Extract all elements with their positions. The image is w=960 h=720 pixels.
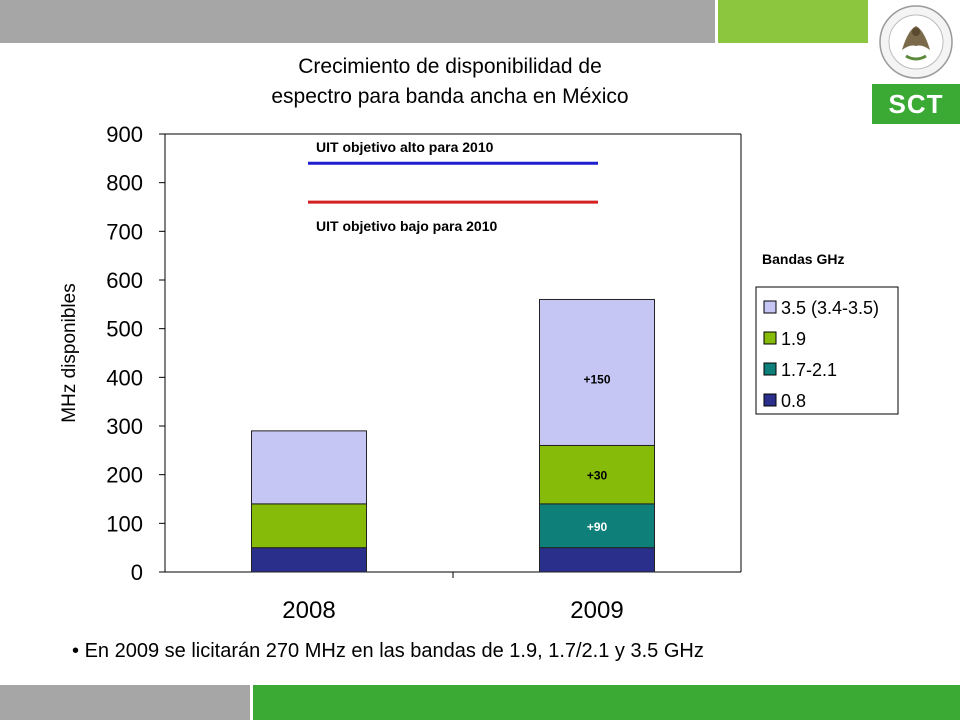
x-tick-label: 2008 [282, 597, 335, 624]
sct-logo-text: SCT [872, 84, 960, 124]
legend-swatch [763, 331, 777, 345]
bar-segment [539, 298, 655, 446]
y-tick-label: 600 [106, 268, 143, 293]
bar-data-label: +30 [587, 469, 608, 483]
y-tick-label: 900 [106, 122, 143, 147]
bottom-bar-green [253, 685, 960, 720]
y-tick-label: 700 [106, 219, 143, 244]
legend-label: 0.8 [781, 391, 806, 411]
legend-label: 1.7-2.1 [781, 360, 837, 380]
y-tick-label: 500 [106, 317, 143, 342]
bullet-note-text: En 2009 se licitarán 270 MHz en las band… [84, 640, 704, 662]
y-tick-label: 400 [106, 365, 143, 390]
legend-label: 3.5 (3.4-3.5) [781, 298, 879, 318]
legend-box [755, 286, 899, 415]
bar-segment [251, 430, 367, 505]
stacked-bar-chart: 0 100 200 300 400 500 600 700 800 900 MHz disponib… [59, 122, 899, 624]
legend-swatch [763, 393, 777, 407]
mexico-seal-icon [879, 5, 953, 79]
reference-line-label: UIT objetivo bajo para 2010 [316, 218, 497, 234]
y-tick-label: 300 [106, 414, 143, 439]
y-tick-label: 800 [106, 171, 143, 196]
y-tick-label: 100 [106, 511, 143, 536]
top-bar-gray [0, 0, 715, 43]
bar-segment [539, 547, 655, 573]
bar-segment [251, 547, 367, 573]
legend-swatch [763, 362, 777, 376]
chart-title: Crecimiento de disponibilidad de espectr… [200, 52, 700, 112]
bullet-marker: • [72, 640, 80, 662]
x-tick-label: 2009 [570, 597, 623, 624]
legend-swatch [763, 300, 777, 314]
y-tick-label: 200 [106, 463, 143, 488]
bar-data-label: +150 [583, 372, 610, 386]
bullet-note: • En 2009 se licitarán 270 MHz en las ba… [72, 640, 932, 663]
legend-title: Bandas GHz [762, 251, 844, 267]
chart-title-line-1: Crecimiento de disponibilidad de [298, 55, 602, 78]
reference-line-label: UIT objetivo alto para 2010 [316, 139, 494, 155]
chart-title-line-2: espectro para banda ancha en México [271, 85, 629, 108]
legend-label: 1.9 [781, 329, 806, 349]
bar-segment [539, 444, 655, 505]
sct-logo: SCT [872, 0, 960, 124]
bar-segment [251, 503, 367, 549]
bar-data-label: +90 [587, 520, 608, 534]
bottom-bar-gray [0, 685, 250, 720]
y-tick-label: 0 [131, 560, 143, 585]
y-axis-label: MHz disponibles [59, 283, 80, 422]
top-bar-green [718, 0, 868, 43]
